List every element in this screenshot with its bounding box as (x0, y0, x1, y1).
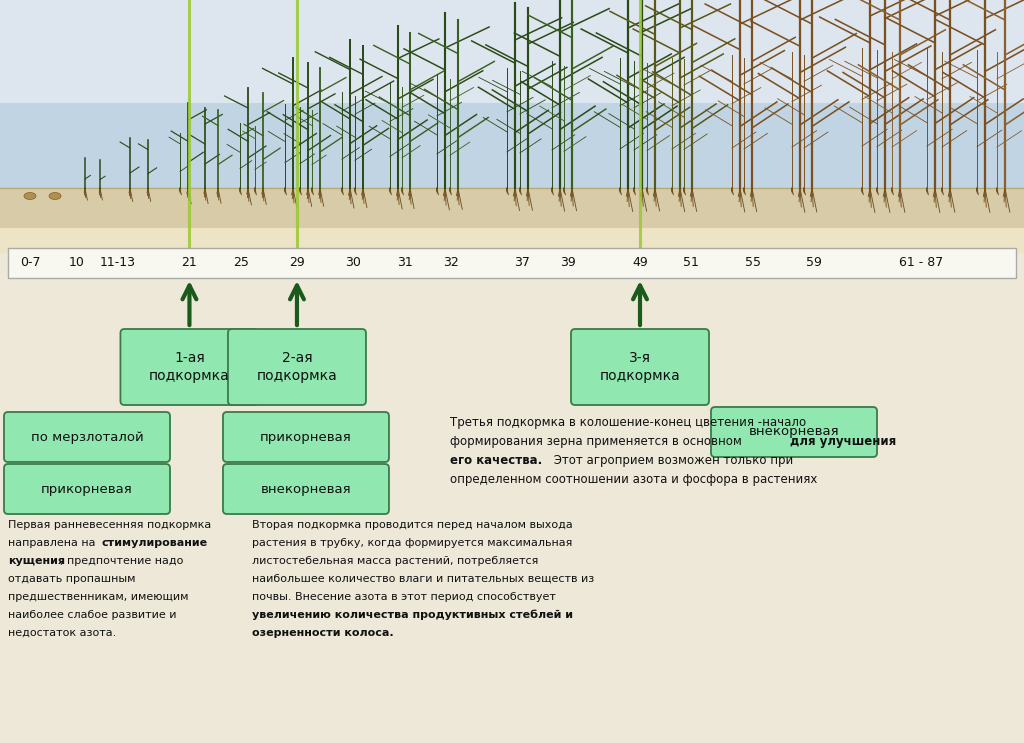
Text: озерненности колоса.: озерненности колоса. (252, 628, 393, 638)
Text: наибольшее количество влаги и питательных веществ из: наибольшее количество влаги и питательны… (252, 574, 594, 584)
Ellipse shape (49, 192, 61, 200)
Polygon shape (0, 228, 1024, 253)
Text: стимулирование: стимулирование (101, 538, 207, 548)
Text: формирования зерна применяется в основном: формирования зерна применяется в основно… (450, 435, 745, 448)
Text: 10: 10 (69, 256, 85, 270)
FancyBboxPatch shape (223, 464, 389, 514)
FancyBboxPatch shape (4, 412, 170, 462)
Text: прикорневая: прикорневая (260, 430, 352, 444)
Text: направлена на: направлена на (8, 538, 99, 548)
Ellipse shape (24, 192, 36, 200)
Text: по мерзлоталой: по мерзлоталой (31, 430, 143, 444)
Text: 29: 29 (289, 256, 305, 270)
Text: 21: 21 (181, 256, 198, 270)
Text: почвы. Внесение азота в этот период способствует: почвы. Внесение азота в этот период спос… (252, 592, 556, 602)
Polygon shape (0, 188, 1024, 248)
FancyBboxPatch shape (0, 328, 1024, 743)
Text: 31: 31 (396, 256, 413, 270)
Text: 51: 51 (683, 256, 699, 270)
Text: определенном соотношении азота и фосфора в растениях: определенном соотношении азота и фосфора… (450, 473, 817, 486)
Text: внекорневая: внекорневая (749, 426, 840, 438)
Polygon shape (0, 0, 1024, 103)
Polygon shape (0, 0, 1024, 248)
Text: кущения: кущения (8, 556, 65, 566)
FancyBboxPatch shape (121, 329, 258, 405)
Text: растения в трубку, когда формируется максимальная: растения в трубку, когда формируется мак… (252, 538, 572, 548)
Text: 61 - 87: 61 - 87 (899, 256, 944, 270)
Text: отдавать пропашным: отдавать пропашным (8, 574, 135, 584)
Polygon shape (0, 103, 1024, 188)
Text: 37: 37 (514, 256, 530, 270)
Text: Этот агроприем возможен только при: Этот агроприем возможен только при (550, 454, 794, 467)
Text: Вторая подкормка проводится перед началом выхода: Вторая подкормка проводится перед начало… (252, 520, 572, 530)
Text: внекорневая: внекорневая (261, 482, 351, 496)
Text: листостебельная масса растений, потребляется: листостебельная масса растений, потребля… (252, 556, 539, 566)
Text: прикорневая: прикорневая (41, 482, 133, 496)
Text: 59: 59 (806, 256, 822, 270)
Text: Третья подкормка в колошение-конец цветения -начало: Третья подкормка в колошение-конец цвете… (450, 416, 806, 429)
FancyBboxPatch shape (711, 407, 877, 457)
FancyBboxPatch shape (4, 464, 170, 514)
Text: 0-7: 0-7 (20, 256, 41, 270)
Text: увеличению количества продуктивных стеблей и: увеличению количества продуктивных стебл… (252, 610, 573, 620)
Text: Первая ранневесенняя подкормка: Первая ранневесенняя подкормка (8, 520, 211, 530)
Text: 30: 30 (345, 256, 361, 270)
Text: 1-ая
подкормка: 1-ая подкормка (150, 351, 229, 383)
FancyBboxPatch shape (571, 329, 709, 405)
Text: 49: 49 (632, 256, 648, 270)
Text: недостаток азота.: недостаток азота. (8, 628, 117, 638)
Text: для улучшения: для улучшения (790, 435, 896, 448)
Text: 25: 25 (232, 256, 249, 270)
FancyBboxPatch shape (228, 329, 366, 405)
Text: 32: 32 (442, 256, 459, 270)
Text: 55: 55 (744, 256, 761, 270)
Text: предшественникам, имеющим: предшественникам, имеющим (8, 592, 188, 602)
Text: наиболее слабое развитие и: наиболее слабое развитие и (8, 610, 176, 620)
Text: его качества.: его качества. (450, 454, 543, 467)
Text: , предпочтение надо: , предпочтение надо (60, 556, 183, 566)
FancyBboxPatch shape (223, 412, 389, 462)
Text: 11-13: 11-13 (99, 256, 136, 270)
Text: 2-ая
подкормка: 2-ая подкормка (257, 351, 337, 383)
FancyBboxPatch shape (8, 248, 1016, 278)
Text: 39: 39 (560, 256, 577, 270)
Text: 3-я
подкормка: 3-я подкормка (600, 351, 680, 383)
